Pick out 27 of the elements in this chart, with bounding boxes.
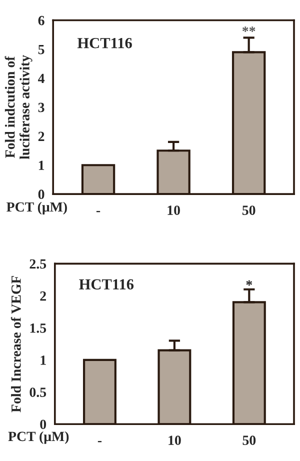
- x-tick-label: -: [96, 210, 100, 212]
- y-tick-label: 0: [40, 420, 46, 430]
- y-axis-title: Fold indcution of luciferase activity: [4, 55, 32, 160]
- y-tick-label: 4: [38, 74, 45, 84]
- y-tick-label: 3: [38, 102, 44, 112]
- x-tick-label: 50: [242, 206, 256, 215]
- y-tick-label: 1: [40, 356, 46, 365]
- x-axis-title: PCT (μM): [6, 202, 67, 214]
- x-tick-label: 50: [242, 436, 256, 446]
- x-tick-label: 10: [168, 206, 180, 215]
- y-tick-label: 2.5: [30, 259, 46, 269]
- annotation: HCT116: [79, 279, 134, 290]
- y-axis-title: Fold Increase of VEGF: [10, 276, 21, 412]
- x-tick-label: -: [98, 441, 102, 442]
- y-tick-label: 1.5: [30, 324, 46, 333]
- y-tick-label: 2: [40, 291, 46, 301]
- annotation: **: [242, 26, 256, 32]
- y-tick-label: 6: [38, 16, 44, 26]
- y-tick-label: 2: [38, 132, 44, 141]
- y-tick-label: 1: [38, 160, 44, 170]
- y-tick-label: 0: [38, 190, 44, 200]
- x-axis-title: PCT (μM): [8, 431, 69, 444]
- y-tick-label: 5: [38, 44, 44, 54]
- x-tick-label: 10: [168, 436, 181, 446]
- y-tick-label: 0.5: [30, 388, 46, 398]
- annotation: *: [246, 280, 252, 286]
- annotation: HCT116: [77, 38, 132, 48]
